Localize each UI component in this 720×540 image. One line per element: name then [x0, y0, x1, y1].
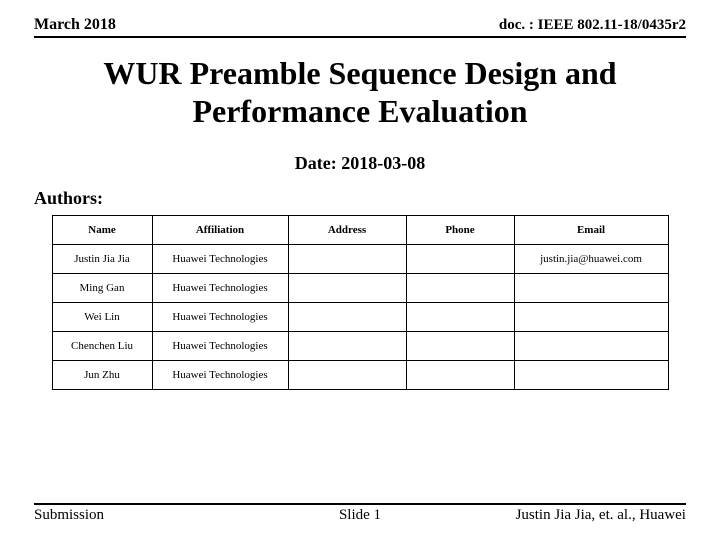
footer-author: Justin Jia Jia, et. al., Huawei	[469, 507, 686, 524]
table-row: Ming Gan Huawei Technologies	[52, 273, 668, 302]
cell-phone	[406, 360, 514, 389]
cell-name: Justin Jia Jia	[52, 244, 152, 273]
cell-email	[514, 360, 668, 389]
title-line-1: WUR Preamble Sequence Design and	[103, 55, 616, 91]
header-bar: March 2018 doc. : IEEE 802.11-18/0435r2	[34, 16, 686, 38]
document-title: WUR Preamble Sequence Design and Perform…	[34, 54, 686, 131]
cell-email	[514, 273, 668, 302]
table-row: Wei Lin Huawei Technologies	[52, 302, 668, 331]
table-row: Jun Zhu Huawei Technologies	[52, 360, 668, 389]
cell-name: Chenchen Liu	[52, 331, 152, 360]
cell-aff: Huawei Technologies	[152, 360, 288, 389]
cell-phone	[406, 273, 514, 302]
cell-addr	[288, 302, 406, 331]
cell-name: Jun Zhu	[52, 360, 152, 389]
cell-aff: Huawei Technologies	[152, 331, 288, 360]
cell-name: Ming Gan	[52, 273, 152, 302]
authors-label: Authors:	[34, 188, 686, 209]
date-line: Date: 2018-03-08	[34, 153, 686, 174]
cell-aff: Huawei Technologies	[152, 302, 288, 331]
date-value: 2018-03-08	[341, 153, 425, 173]
footer-left: Submission	[34, 507, 251, 524]
cell-aff: Huawei Technologies	[152, 273, 288, 302]
authors-table: Name Affiliation Address Phone Email Jus…	[52, 215, 669, 390]
header-doc-id: doc. : IEEE 802.11-18/0435r2	[499, 17, 686, 34]
cell-aff: Huawei Technologies	[152, 244, 288, 273]
table-row: Chenchen Liu Huawei Technologies	[52, 331, 668, 360]
date-prefix: Date:	[295, 153, 337, 173]
col-address: Address	[288, 215, 406, 244]
cell-email: justin.jia@huawei.com	[514, 244, 668, 273]
col-affiliation: Affiliation	[152, 215, 288, 244]
footer-bar: Submission Slide 1 Justin Jia Jia, et. a…	[34, 503, 686, 524]
col-phone: Phone	[406, 215, 514, 244]
cell-addr	[288, 273, 406, 302]
col-email: Email	[514, 215, 668, 244]
col-name: Name	[52, 215, 152, 244]
footer-slide: Slide 1	[251, 507, 468, 524]
cell-phone	[406, 331, 514, 360]
cell-addr	[288, 360, 406, 389]
title-line-2: Performance Evaluation	[192, 93, 527, 129]
cell-email	[514, 302, 668, 331]
cell-phone	[406, 302, 514, 331]
cell-addr	[288, 244, 406, 273]
cell-addr	[288, 331, 406, 360]
header-date: March 2018	[34, 16, 116, 34]
cell-phone	[406, 244, 514, 273]
table-row: Justin Jia Jia Huawei Technologies justi…	[52, 244, 668, 273]
cell-name: Wei Lin	[52, 302, 152, 331]
table-header-row: Name Affiliation Address Phone Email	[52, 215, 668, 244]
cell-email	[514, 331, 668, 360]
